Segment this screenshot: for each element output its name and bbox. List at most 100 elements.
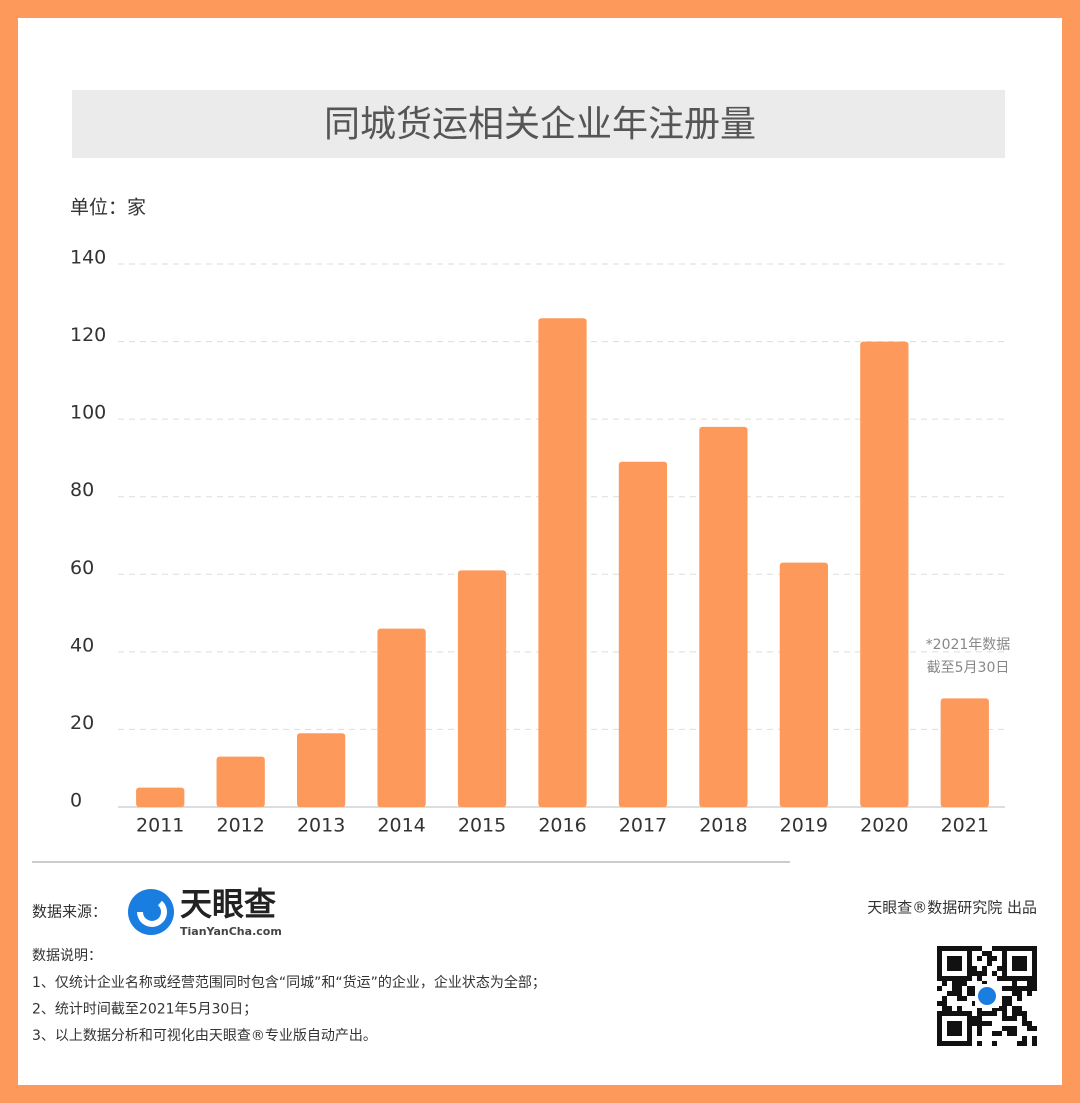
qr-cell xyxy=(1017,986,1022,991)
qr-cell xyxy=(1027,991,1032,996)
qr-cell xyxy=(937,971,942,976)
qr-cell xyxy=(952,976,957,981)
qr-cell xyxy=(967,1036,972,1041)
qr-cell xyxy=(1017,966,1022,971)
qr-cell xyxy=(1032,946,1037,951)
qr-cell xyxy=(972,1001,977,1006)
logo-icon xyxy=(128,889,174,935)
qr-cell xyxy=(1012,1026,1017,1031)
qr-cell xyxy=(982,971,987,976)
chart-title: 同城货运相关企业年注册量 xyxy=(324,104,756,145)
qr-cell xyxy=(982,1021,987,1026)
qr-cell xyxy=(937,1021,942,1026)
qr-cell xyxy=(1002,1006,1007,1011)
qr-cell xyxy=(937,1001,942,1006)
qr-cell xyxy=(1012,966,1017,971)
qr-cell xyxy=(972,1021,977,1026)
bar xyxy=(940,698,989,807)
qr-cell xyxy=(1027,1021,1032,1026)
qr-cell xyxy=(952,966,957,971)
qr-cell xyxy=(947,1021,952,1026)
qr-cell xyxy=(967,971,972,976)
qr-cell xyxy=(1017,946,1022,951)
qr-cell xyxy=(1022,986,1027,991)
qr-cell xyxy=(1022,946,1027,951)
qr-cell xyxy=(957,1031,962,1036)
qr-cell xyxy=(1012,986,1017,991)
qr-cell xyxy=(1002,966,1007,971)
qr-cell xyxy=(1032,986,1037,991)
qr-cell xyxy=(957,946,962,951)
qr-cell xyxy=(967,1041,972,1046)
qr-cell xyxy=(967,1031,972,1036)
qr-cell xyxy=(952,1011,957,1016)
qr-cell xyxy=(967,966,972,971)
qr-cell xyxy=(967,986,972,991)
title-bar xyxy=(72,90,1005,158)
annotation: *2021年数据 xyxy=(926,637,1011,653)
notes-title: 数据说明： xyxy=(32,948,102,964)
qr-cell xyxy=(1032,971,1037,976)
qr-cell xyxy=(1032,951,1037,956)
qr-cell xyxy=(942,1011,947,1016)
qr-cell xyxy=(937,986,942,991)
qr-cell xyxy=(977,976,982,981)
bar xyxy=(216,756,265,807)
qr-cell xyxy=(947,946,952,951)
qr-cell xyxy=(947,961,952,966)
bar xyxy=(377,628,426,807)
qr-cell xyxy=(937,951,942,956)
x-tick-label: 2021 xyxy=(941,815,989,837)
qr-cell xyxy=(992,946,997,951)
qr-cell xyxy=(967,1021,972,1026)
producer: 天眼查®数据研究院 出品 xyxy=(867,899,1037,917)
qr-cell xyxy=(1012,1006,1017,1011)
x-tick-label: 2016 xyxy=(538,815,586,837)
logo-swoosh xyxy=(137,900,167,927)
qr-cell xyxy=(947,1041,952,1046)
qr-cell xyxy=(1012,1016,1017,1021)
qr-cell xyxy=(952,1026,957,1031)
note: 1、仅统计企业名称或经营范围同时包含“同城”和“货运”的企业，企业状态为全部； xyxy=(32,974,546,991)
qr-cell xyxy=(1007,946,1012,951)
qr-cell xyxy=(1012,1011,1017,1016)
y-tick-label: 40 xyxy=(70,634,94,656)
qr-cell xyxy=(952,946,957,951)
qr-cell xyxy=(1017,976,1022,981)
qr-cell xyxy=(982,966,987,971)
qr-cell xyxy=(997,976,1002,981)
qr-cell xyxy=(952,986,957,991)
qr-cell xyxy=(1017,991,1022,996)
qr-cell xyxy=(1032,956,1037,961)
qr-cell xyxy=(962,1011,967,1016)
qr-cell xyxy=(937,961,942,966)
qr-cell xyxy=(957,996,962,1001)
x-tick-label: 2011 xyxy=(136,815,184,837)
qr-cell xyxy=(947,1026,952,1031)
qr-cell xyxy=(957,1006,962,1011)
qr-cell xyxy=(997,966,1002,971)
qr-cell xyxy=(1007,1026,1012,1031)
qr-cell xyxy=(987,961,992,966)
qr-cell xyxy=(952,981,957,986)
qr-cell xyxy=(977,971,982,976)
qr-cell xyxy=(957,991,962,996)
qr-cell xyxy=(1027,976,1032,981)
qr-cell xyxy=(942,996,947,1001)
bar xyxy=(860,341,909,807)
qr-cell xyxy=(947,976,952,981)
qr-cell xyxy=(962,946,967,951)
qr-cell xyxy=(947,991,952,996)
y-tick-label: 100 xyxy=(70,402,106,424)
qr-cell xyxy=(937,1041,942,1046)
qr-cell xyxy=(982,981,987,986)
qr-cell xyxy=(937,1016,942,1021)
qr-cell xyxy=(977,956,982,961)
qr-cell xyxy=(1002,961,1007,966)
y-tick-label: 140 xyxy=(70,247,106,269)
qr-cell xyxy=(1027,1026,1032,1031)
qr-cell xyxy=(957,986,962,991)
qr-cell xyxy=(962,981,967,986)
qr-cell xyxy=(987,956,992,961)
